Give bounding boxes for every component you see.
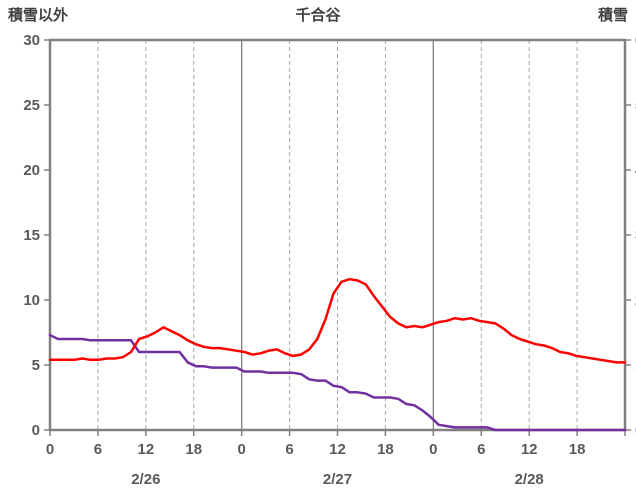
series-line-right [48,277,627,364]
chart-title: 千合谷 [295,6,341,24]
hour-tick-label: 18 [569,441,586,458]
date-label: 2/28 [515,471,544,488]
left-tick-label: 15 [23,227,40,244]
hour-tick-label: 12 [329,441,346,458]
series-line-left [48,333,627,432]
axis-ticks [44,39,631,436]
left-axis-title: 積雪以外 [7,6,68,24]
series-lines [48,277,627,432]
axis-labels: 0510152025300102030405060061218061218061… [23,32,636,488]
left-tick-label: 0 [32,422,40,439]
hour-tick-label: 12 [137,441,154,458]
grid-layer [97,40,578,430]
left-tick-label: 20 [23,162,40,179]
left-tick-label: 25 [23,97,40,114]
hour-tick-label: 6 [94,441,102,458]
left-tick-label: 30 [23,32,40,49]
hour-tick-label: 6 [477,441,485,458]
hour-tick-label: 0 [237,441,245,458]
left-tick-label: 10 [23,292,40,309]
hour-tick-label: 12 [521,441,538,458]
hour-tick-label: 0 [46,441,54,458]
left-tick-label: 5 [32,357,40,374]
hour-tick-label: 0 [429,441,437,458]
right-axis-title: 積雪 [597,6,628,24]
hour-tick-label: 6 [285,441,293,458]
hour-tick-label: 18 [377,441,394,458]
date-label: 2/27 [323,471,352,488]
date-label: 2/26 [131,471,160,488]
hour-tick-label: 18 [185,441,202,458]
